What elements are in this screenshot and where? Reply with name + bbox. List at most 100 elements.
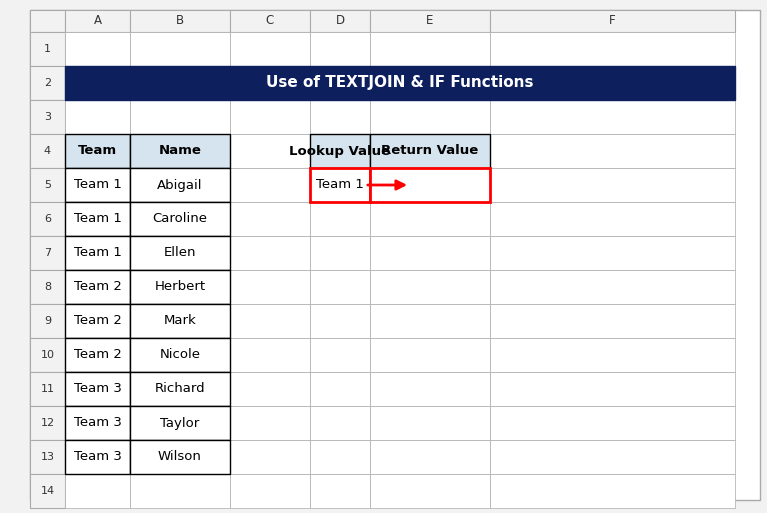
Bar: [310, 168, 370, 202]
Bar: [130, 338, 230, 372]
Text: Richard: Richard: [155, 383, 206, 396]
Bar: [230, 372, 310, 406]
Bar: [65, 134, 130, 168]
Bar: [370, 440, 490, 474]
Bar: [230, 406, 310, 440]
Text: E: E: [426, 14, 433, 28]
Bar: [65, 134, 130, 168]
Text: 1: 1: [44, 44, 51, 54]
Text: Team 2: Team 2: [74, 348, 121, 362]
Bar: [65, 32, 130, 66]
Bar: [490, 440, 735, 474]
Bar: [65, 66, 130, 100]
Text: 2: 2: [44, 78, 51, 88]
Bar: [230, 440, 310, 474]
Bar: [65, 100, 130, 134]
Bar: [65, 440, 130, 474]
Text: Wilson: Wilson: [158, 450, 202, 464]
Bar: [490, 236, 735, 270]
Bar: [130, 202, 230, 236]
Bar: [130, 202, 230, 236]
Bar: [490, 270, 735, 304]
Bar: [490, 100, 735, 134]
Bar: [490, 10, 735, 32]
Bar: [490, 66, 735, 100]
Bar: [230, 168, 310, 202]
Bar: [65, 202, 130, 236]
Bar: [65, 236, 130, 270]
Text: A: A: [94, 14, 101, 28]
Text: Ellen: Ellen: [163, 247, 196, 260]
Bar: [65, 338, 130, 372]
Bar: [490, 406, 735, 440]
Bar: [65, 66, 735, 100]
Bar: [230, 304, 310, 338]
Bar: [65, 10, 130, 32]
Bar: [130, 440, 230, 474]
Bar: [370, 202, 490, 236]
Bar: [310, 168, 370, 202]
Bar: [30, 338, 65, 372]
Bar: [130, 168, 230, 202]
Text: 5: 5: [44, 180, 51, 190]
Bar: [310, 134, 370, 168]
Bar: [370, 32, 490, 66]
Bar: [370, 406, 490, 440]
Bar: [490, 338, 735, 372]
Bar: [65, 406, 130, 440]
Bar: [65, 474, 130, 508]
Text: Lookup Value: Lookup Value: [289, 145, 390, 157]
Bar: [490, 304, 735, 338]
Text: Team 3: Team 3: [74, 383, 121, 396]
Bar: [230, 10, 310, 32]
Bar: [130, 406, 230, 440]
Bar: [230, 338, 310, 372]
Text: Team 2: Team 2: [74, 281, 121, 293]
Bar: [30, 202, 65, 236]
Bar: [65, 236, 130, 270]
Bar: [130, 474, 230, 508]
Bar: [370, 338, 490, 372]
Bar: [130, 66, 230, 100]
Bar: [370, 66, 490, 100]
Bar: [490, 134, 735, 168]
Bar: [30, 304, 65, 338]
Text: 11: 11: [41, 384, 54, 394]
Text: Return Value: Return Value: [381, 145, 479, 157]
Bar: [30, 100, 65, 134]
Bar: [65, 338, 130, 372]
Text: Mark: Mark: [163, 314, 196, 327]
Text: Herbert: Herbert: [154, 281, 206, 293]
Text: Team 3: Team 3: [74, 417, 121, 429]
Bar: [230, 32, 310, 66]
Bar: [310, 338, 370, 372]
Bar: [370, 474, 490, 508]
Bar: [230, 474, 310, 508]
Bar: [310, 270, 370, 304]
Bar: [230, 66, 310, 100]
Text: 8: 8: [44, 282, 51, 292]
Bar: [130, 270, 230, 304]
Bar: [490, 32, 735, 66]
Bar: [130, 236, 230, 270]
Bar: [230, 236, 310, 270]
Bar: [230, 100, 310, 134]
Text: 4: 4: [44, 146, 51, 156]
Text: 3: 3: [44, 112, 51, 122]
Text: Team: Team: [78, 145, 117, 157]
Bar: [370, 304, 490, 338]
Text: 6: 6: [44, 214, 51, 224]
Bar: [30, 440, 65, 474]
Bar: [30, 406, 65, 440]
Bar: [310, 304, 370, 338]
Text: Team 1: Team 1: [316, 179, 364, 191]
Bar: [65, 372, 130, 406]
Bar: [310, 134, 370, 168]
Bar: [370, 372, 490, 406]
Bar: [30, 134, 65, 168]
Bar: [490, 372, 735, 406]
Bar: [370, 168, 490, 202]
Bar: [30, 66, 65, 100]
Bar: [310, 236, 370, 270]
Bar: [130, 100, 230, 134]
